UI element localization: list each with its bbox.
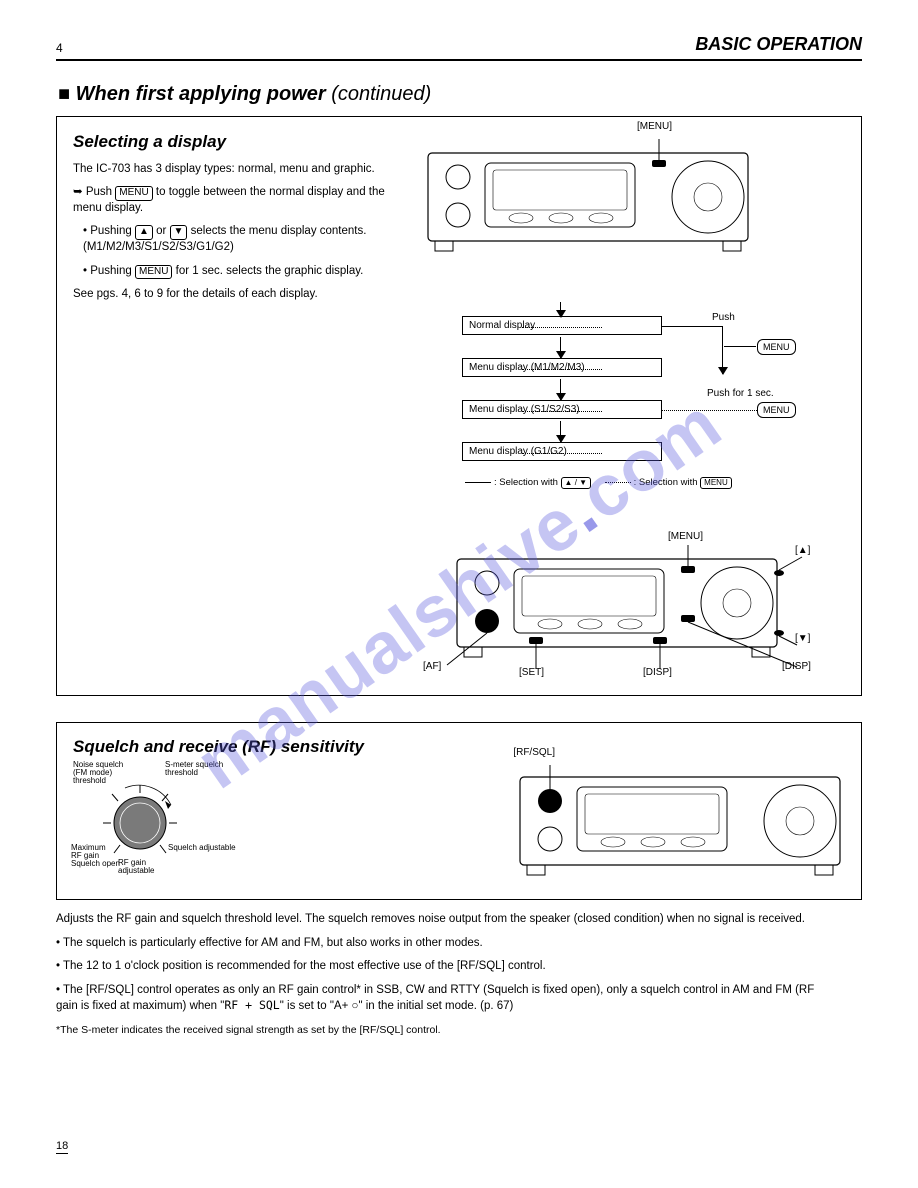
radio-bottom-wrap: [MENU] [▲] [▼] [DISP] [AF] [SET] [DISP] [437,537,817,682]
flow-b2: Menu display (M1/M2/M3) [462,358,662,377]
display-row-top: Selecting a display The IC-703 has 3 dis… [73,131,845,311]
smeter-sub: threshold [165,768,198,777]
flow-right-h1 [662,326,722,327]
chapter-title: BASIC OPERATION [695,34,862,55]
b-prefix: ➥ Push [73,186,112,198]
flow-b1: Normal display [462,316,662,335]
sql-foot: *The S-meter indicates the received sign… [56,1023,836,1037]
sql-para: Adjusts the RF gain and squelch threshol… [56,912,836,928]
sql-panel: Squelch and receive (RF) sensitivity [56,722,862,900]
push-tip-top: Push [712,312,735,323]
sql-b3-code: RF + SQL [224,998,279,1012]
sb1-or: or [156,225,166,237]
display-panel: Selecting a display The IC-703 has 3 dis… [56,116,862,696]
sqadj-text: Squelch adjustable [168,843,236,852]
display-bullet-main: ➥ Push MENU to toggle between the normal… [73,185,403,216]
display-intro: The IC-703 has 3 display types: normal, … [73,162,403,178]
knob-smeter: S-meter squelch threshold [165,761,223,777]
flow-legend: : Selection with ▲ / ▼ : Selection with … [462,477,732,489]
sql-body: Adjusts the RF gain and squelch threshol… [56,912,836,1037]
cl-menu: [MENU] [668,531,703,542]
knob-rfgain: RF gain adjustable [118,859,154,875]
legend-dotted-line [605,482,631,483]
cl-down: [▼] [795,633,810,644]
knob-col: Noise squelch (FM mode) threshold S-mete… [73,765,208,885]
push-tip-bot: Push for 1 sec. [707,388,774,399]
display-text-col: Selecting a display The IC-703 has 3 dis… [73,131,403,311]
sql-b3: • The [RF/SQL] control operates as only … [56,983,836,1015]
knob-sqadj: Squelch adjustable [168,844,236,852]
radio-svg-top [423,135,753,255]
sb1-pre: • Pushing [83,225,132,237]
down-key: ▼ [170,225,188,240]
radio-svg-bottom [437,537,817,677]
sql-b2: • The 12 to 1 o'clock position is recomm… [56,959,836,975]
page-header: 4 BASIC OPERATION [56,34,862,61]
section-title: ■ When first applying power (continued) [58,83,862,106]
flow-right-h2 [724,346,756,347]
knob-noise-sql: Noise squelch (FM mode) threshold [73,761,123,785]
flow-key-menu-bot: MENU [757,402,796,418]
legend-solid-label: Selection with [499,477,558,488]
display-sub1: • Pushing ▲ or ▼ selects the menu displa… [73,224,403,255]
up-key: ▲ [135,225,153,240]
flow-arrow-3 [556,435,566,443]
flow-arrow-0 [556,310,566,318]
dotted-3 [522,411,602,412]
flow-b3: Menu display (S1/S2/S3) [462,400,662,419]
dotted-4 [522,453,602,454]
display-sub2: • Pushing MENU for 1 sec. selects the gr… [73,264,403,280]
cl-set: [SET] [519,667,544,678]
chapter-num: 4 [56,41,63,55]
knob-maxrf: Maximum RF gain Squelch open [71,844,120,868]
display-fig-col-top: [MENU] [423,131,845,311]
cl-up: [▲] [795,545,810,556]
legend-solid-line [465,482,491,483]
cl-disp2: [DISP] [643,667,672,678]
cl-set-left: [AF] [423,661,441,672]
sql-radio-col: [RF/SQL] [228,765,845,885]
flow-arrow-2 [556,393,566,401]
menu-key: MENU [115,186,152,201]
legend-dotted-key: MENU [700,477,732,489]
flow-arrow-1 [556,351,566,359]
radio-svg-sql [515,759,845,879]
sql-b3-suf: " is set to "A+ ○" in the initial set mo… [280,1000,514,1012]
display-ref: See pgs. 4, 6 to 9 for the details of ea… [73,287,403,303]
maxrf-3: Squelch [71,859,100,868]
display-panel-title: Selecting a display [73,131,403,154]
sql-row: Noise squelch (FM mode) threshold S-mete… [73,765,845,885]
sql-b1: • The squelch is particularly effective … [56,936,836,952]
flow-key-menu-top: MENU [757,339,796,355]
legend-solid-keys: ▲ / ▼ [561,477,592,489]
sb2-pre: • Pushing [83,265,132,277]
flow-right-dot [662,410,757,411]
page-number: 18 [56,1140,68,1154]
menu-key-2: MENU [135,265,172,280]
rfsql-callout: [RF/SQL] [513,747,555,758]
dotted-2 [522,369,602,370]
sql-title: Squelch and receive (RF) sensitivity [73,737,845,757]
menu-callout: [MENU] [637,121,672,132]
flow-right-arrow [718,367,728,375]
legend-dotted-label: Selection with [639,477,698,488]
section-title-text: When first applying power [76,83,326,105]
noise-sql-th: threshold [73,776,106,785]
flowchart-area: Normal display Menu display (M1/M2/M3) M… [452,302,832,517]
page-root: 4 BASIC OPERATION ■ When first applying … [0,0,918,1188]
rfgain-2: adjustable [118,866,154,875]
cl-disp: [DISP] [782,661,811,672]
flow-b4: Menu display (G1/G2) [462,442,662,461]
sb2-text: for 1 sec. selects the graphic display. [176,265,364,277]
dotted-1 [522,327,602,328]
